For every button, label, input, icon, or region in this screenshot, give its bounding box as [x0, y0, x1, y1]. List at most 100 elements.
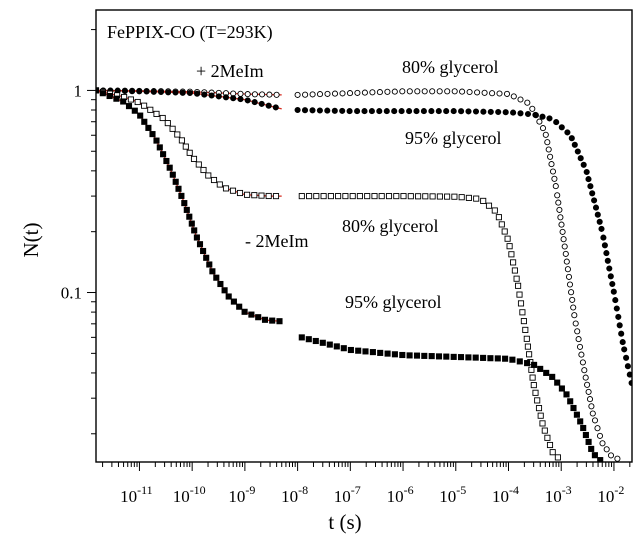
- data-point: [509, 356, 516, 363]
- data-point: [539, 113, 546, 120]
- data-point: [406, 352, 413, 359]
- data-point: [258, 100, 265, 107]
- data-point: [113, 95, 120, 102]
- data-point: [346, 90, 354, 97]
- data-point: [413, 352, 421, 359]
- data-point: [480, 108, 487, 115]
- data-point: [217, 280, 224, 288]
- data-point: [319, 339, 326, 346]
- data-point: [399, 88, 406, 95]
- data-point: [206, 261, 213, 268]
- data-point: [362, 348, 369, 355]
- data-point: [563, 258, 570, 265]
- data-point: [552, 183, 559, 190]
- data-point: [506, 243, 513, 250]
- data-point: [331, 90, 339, 97]
- data-point: [501, 228, 508, 235]
- data-point: [524, 99, 531, 106]
- data-point: [174, 131, 181, 138]
- data-point: [251, 99, 258, 106]
- data-point: [406, 88, 413, 95]
- data-point: [129, 88, 136, 95]
- data-point: [585, 388, 592, 395]
- data-point: [465, 354, 472, 361]
- data-point: [473, 195, 480, 202]
- data-point: [596, 218, 603, 225]
- data-point: [503, 90, 511, 97]
- data-point: [534, 397, 541, 404]
- data-point: [159, 114, 166, 122]
- data-point: [520, 318, 527, 325]
- data-point: [553, 119, 560, 126]
- data-point: [619, 339, 626, 346]
- data-point: [568, 135, 575, 142]
- data-point: [589, 410, 596, 417]
- data-point: [324, 90, 331, 97]
- data-point: [422, 193, 429, 200]
- data-point: [421, 352, 428, 359]
- data-point: [554, 379, 561, 386]
- data-point: [544, 434, 551, 441]
- data-point: [557, 214, 564, 221]
- x-tick-label: 10-10: [173, 483, 206, 506]
- data-point: [378, 193, 385, 200]
- data-point: [153, 110, 160, 117]
- data-point: [496, 90, 503, 97]
- data-point: [255, 314, 262, 321]
- data-point: [320, 193, 327, 200]
- data-point: [554, 192, 561, 199]
- data-point: [221, 287, 228, 294]
- data-point: [141, 102, 148, 109]
- data-point: [624, 363, 631, 370]
- data-point: [165, 89, 172, 96]
- data-point: [391, 88, 398, 95]
- data-point: [298, 193, 305, 200]
- data-point: [414, 88, 421, 95]
- data-point: [480, 354, 487, 361]
- data-point: [543, 369, 550, 376]
- data-point: [269, 317, 276, 324]
- data-point: [398, 108, 405, 115]
- data-point: [175, 185, 182, 192]
- data-point: [558, 221, 565, 228]
- data-point: [244, 97, 251, 104]
- data-point: [517, 300, 525, 307]
- data-point: [567, 398, 574, 405]
- data-point: [574, 148, 581, 155]
- data-point: [508, 251, 515, 258]
- data-point: [511, 267, 518, 274]
- data-point: [502, 355, 509, 362]
- data-point: [222, 185, 230, 192]
- data-point: [626, 371, 632, 378]
- data-point: [623, 354, 630, 361]
- data-point: [349, 193, 356, 200]
- data-point: [136, 88, 143, 95]
- data-point: [244, 191, 251, 198]
- data-point: [313, 193, 320, 200]
- data-point: [601, 242, 608, 249]
- data-point: [485, 202, 493, 209]
- data-point: [361, 108, 368, 115]
- data-point: [599, 440, 606, 447]
- data-point: [196, 241, 204, 248]
- data-point: [585, 438, 592, 445]
- data-point: [376, 89, 383, 96]
- data-point: [236, 189, 244, 197]
- data-point: [577, 418, 584, 425]
- data-point: [582, 374, 589, 381]
- data-point: [621, 346, 628, 353]
- data-point: [229, 187, 237, 194]
- data-point: [181, 200, 188, 207]
- data-point: [457, 354, 465, 361]
- fit-curve-3: [96, 89, 282, 197]
- data-point: [131, 107, 138, 114]
- data-point: [558, 385, 565, 392]
- data-point: [265, 192, 272, 200]
- data-point: [251, 91, 258, 98]
- data-point: [524, 360, 531, 367]
- data-point: [558, 124, 565, 131]
- data-point: [265, 102, 272, 109]
- data-point: [583, 168, 590, 176]
- data-point: [428, 353, 435, 360]
- data-point: [326, 341, 333, 348]
